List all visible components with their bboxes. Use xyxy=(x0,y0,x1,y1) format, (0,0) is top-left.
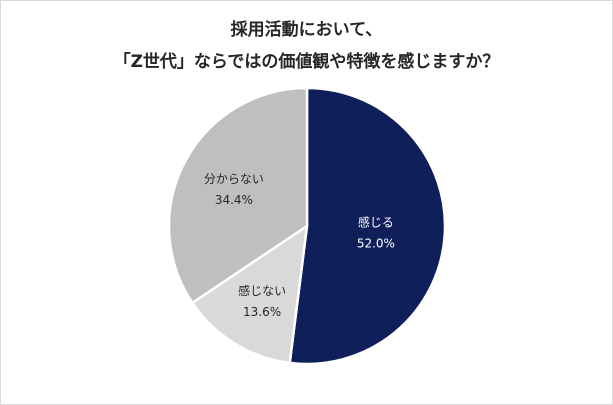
pie-slice-kanjinai xyxy=(191,224,309,365)
slice-label-kanjiru: 感じる xyxy=(358,214,394,229)
chart-title-line-2: 「Z世代」ならではの価値観や特徴を感じますか？ xyxy=(113,52,500,72)
slice-value-kanjiru: 52.0% xyxy=(357,236,395,250)
slice-label-wakaranai: 分からない xyxy=(204,172,264,186)
chart-title-line-1: 採用活動において、 xyxy=(230,20,383,40)
slice-value-kanjinai: 13.6% xyxy=(243,305,281,319)
pie-slice-wakaranai xyxy=(167,86,309,305)
slice-label-kanjinai: 感じない xyxy=(238,283,286,298)
slice-value-wakaranai: 34.4% xyxy=(215,193,253,207)
pie-slice-kanjiru xyxy=(288,86,447,366)
